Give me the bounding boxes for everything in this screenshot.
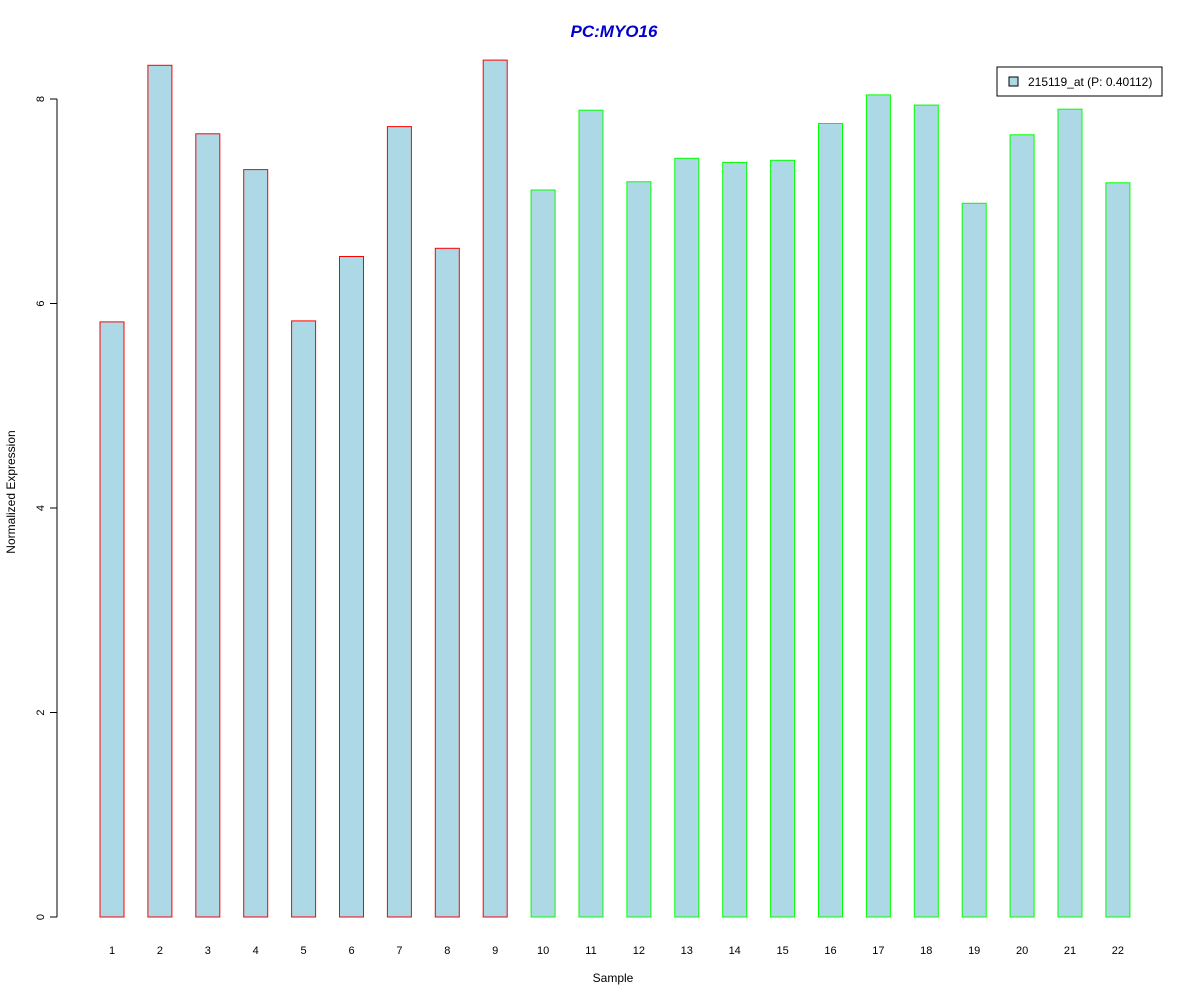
bar-sample-5 [291,320,317,918]
legend-label: 215119_at (P: 0.40112) [1028,75,1152,89]
bar-sample-11 [578,109,604,918]
x-tick-labels: 1 2 3 4 5 6 7 8 9 10 11 12 13 14 15 16 17 18 19 20 21 22 [109,945,1124,957]
x-tick-label: 8 [444,945,450,957]
bar-sample-13 [674,157,700,918]
x-tick-label: 1 [109,945,115,957]
x-tick-label: 12 [633,945,645,957]
bar-sample-18 [913,104,939,918]
bar-sample-14 [722,161,748,918]
bar-sample-15 [770,159,796,918]
x-tick-label: 21 [1064,945,1076,957]
y-tick-label: 8 [35,96,47,102]
x-tick-label: 22 [1112,945,1124,957]
x-tick-label: 18 [920,945,932,957]
x-tick-label: 19 [968,945,980,957]
bar-sample-21 [1057,108,1083,918]
x-tick-label: 14 [729,945,741,957]
y-axis: 0 2 4 6 8 [35,96,58,920]
bar-sample-1 [99,321,125,918]
bar-sample-16 [818,123,843,918]
bar-sample-19 [961,202,987,918]
bar-sample-8 [434,247,460,918]
x-tick-label: 11 [585,945,596,957]
bar-sample-7 [386,126,412,918]
x-tick-label: 20 [1016,945,1028,957]
bar-sample-12 [626,181,652,918]
y-tick-label: 2 [35,709,47,715]
x-tick-label: 4 [253,945,259,957]
x-tick-label: 7 [396,945,402,957]
bar-sample-20 [1009,134,1035,918]
x-tick-label: 10 [537,945,549,957]
x-tick-label: 17 [872,945,884,957]
x-tick-label: 2 [157,945,163,957]
bar-sample-22 [1105,182,1131,918]
bars-group [99,59,1131,918]
y-tick-label: 0 [35,914,47,920]
bar-sample-6 [339,256,364,918]
bar-sample-4 [243,169,269,918]
chart-title: PC:MYO16 [571,22,658,41]
legend-swatch [1008,76,1019,87]
bar-sample-9 [482,59,508,918]
legend: 215119_at (P: 0.40112) [996,66,1163,97]
x-tick-label: 9 [492,945,498,957]
x-axis-title: Sample [593,971,634,985]
y-tick-label: 6 [35,300,47,306]
x-tick-label: 3 [205,945,211,957]
legend-box [996,66,1163,97]
bar-sample-2 [147,64,173,918]
y-axis-title: Normalized Expression [4,430,18,553]
x-tick-label: 5 [301,945,307,957]
x-tick-label: 16 [824,945,836,957]
y-tick-label: 4 [35,505,47,511]
x-tick-label: 15 [776,945,788,957]
x-tick-label: 6 [348,945,354,957]
bar-sample-3 [195,133,221,918]
bar-sample-17 [865,94,891,918]
bar-sample-10 [530,189,556,918]
x-tick-label: 13 [681,945,693,957]
